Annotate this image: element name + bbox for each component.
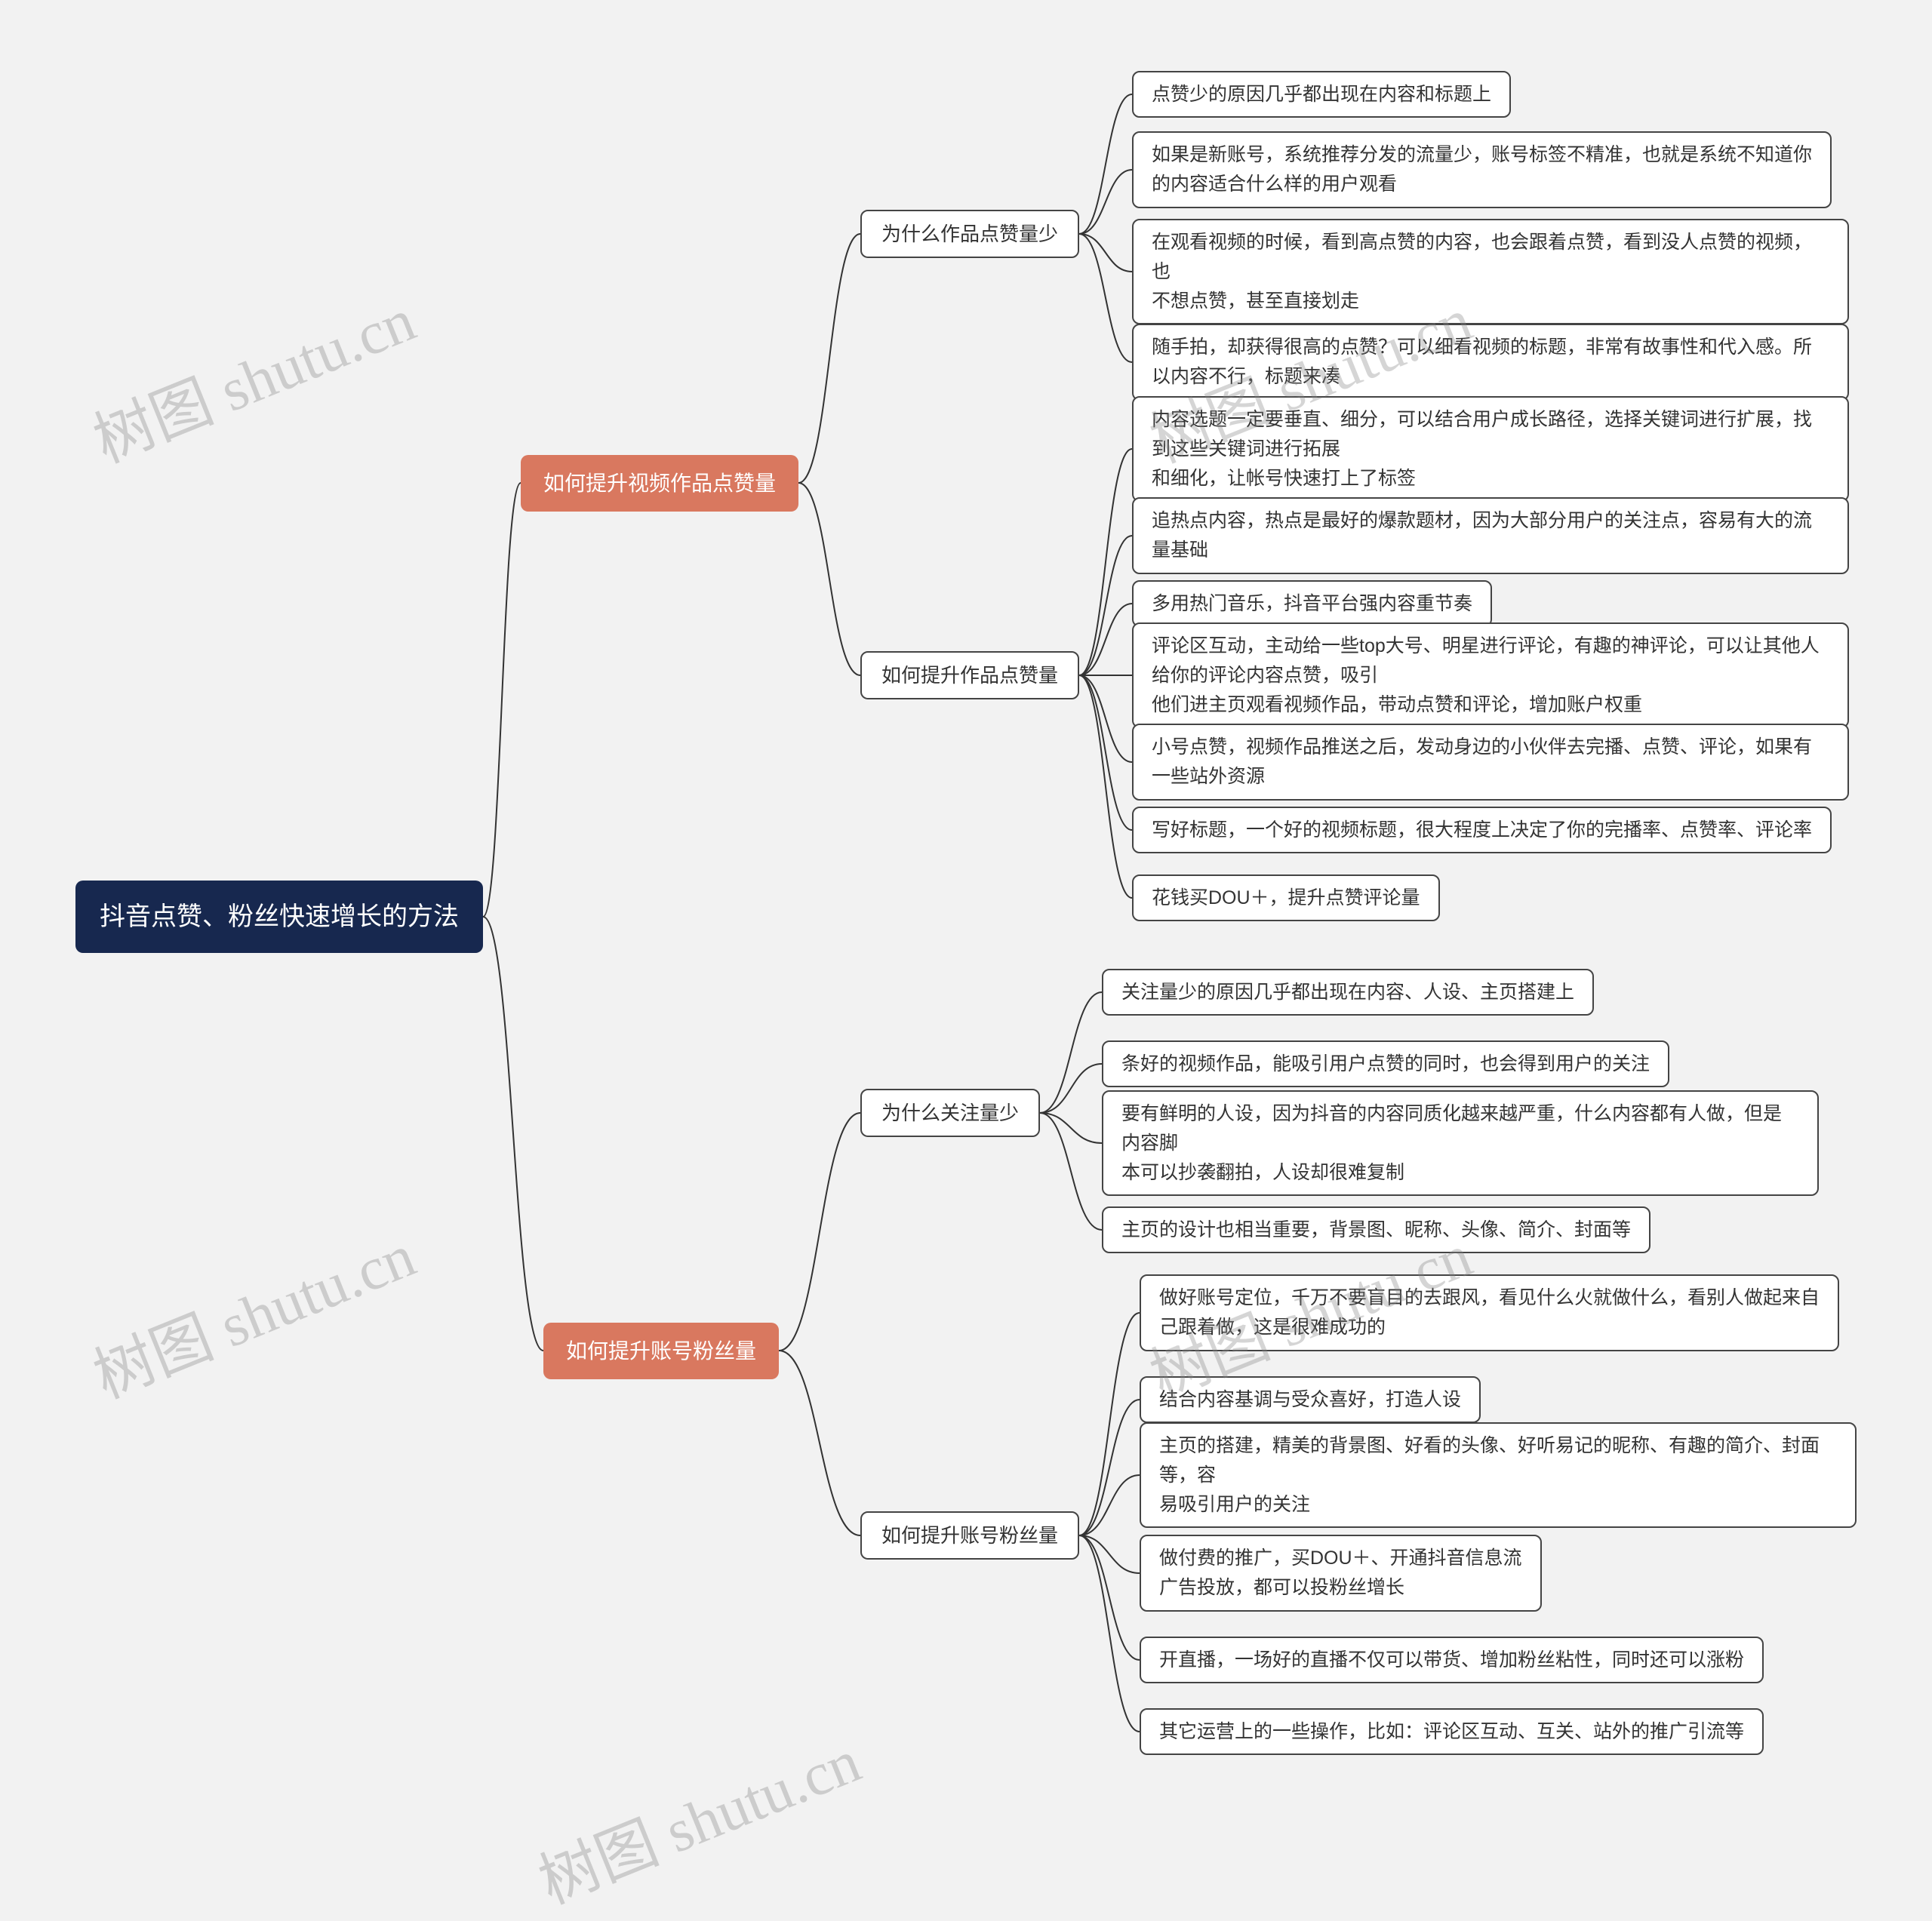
leaf-node: 小号点赞，视频作品推送之后，发动身边的小伙伴去完播、点赞、评论，如果有一些站外资… <box>1132 724 1849 801</box>
branch-node: 如何提升视频作品点赞量 <box>521 455 798 512</box>
sub-node: 为什么作品点赞量少 <box>860 210 1079 258</box>
leaf-node: 多用热门音乐，抖音平台强内容重节奏 <box>1132 580 1492 628</box>
leaf-node: 内容选题一定要垂直、细分，可以结合用户成长路径，选择关键词进行扩展，找到这些关键… <box>1132 396 1849 502</box>
leaf-node: 随手拍，却获得很高的点赞？可以细看视频的标题，非常有故事性和代入感。所以内容不行… <box>1132 324 1849 401</box>
leaf-node: 其它运营上的一些操作，比如：评论区互动、互关、站外的推广引流等 <box>1140 1708 1764 1756</box>
sub-node: 如何提升账号粉丝量 <box>860 1511 1079 1560</box>
leaf-node: 关注量少的原因几乎都出现在内容、人设、主页搭建上 <box>1102 969 1594 1016</box>
root-node: 抖音点赞、粉丝快速增长的方法 <box>75 881 483 954</box>
leaf-node: 主页的设计也相当重要，背景图、昵称、头像、简介、封面等 <box>1102 1206 1651 1254</box>
watermark: 树图 shutu.cn <box>79 1207 426 1415</box>
branch-node: 如何提升账号粉丝量 <box>543 1323 779 1379</box>
watermark: 树图 shutu.cn <box>79 272 426 480</box>
sub-node: 如何提升作品点赞量 <box>860 651 1079 699</box>
leaf-node: 花钱买DOU＋，提升点赞评论量 <box>1132 874 1440 922</box>
leaf-node: 评论区互动，主动给一些top大号、明星进行评论，有趣的神评论，可以让其他人给你的… <box>1132 622 1849 728</box>
leaf-node: 开直播，一场好的直播不仅可以带货、增加粉丝粘性，同时还可以涨粉 <box>1140 1637 1764 1684</box>
leaf-node: 追热点内容，热点是最好的爆款题材，因为大部分用户的关注点，容易有大的流量基础 <box>1132 497 1849 574</box>
leaf-node: 结合内容基调与受众喜好，打造人设 <box>1140 1376 1481 1424</box>
watermark: 树图 shutu.cn <box>525 1713 872 1921</box>
leaf-node: 写好标题，一个好的视频标题，很大程度上决定了你的完播率、点赞率、评论率 <box>1132 807 1832 854</box>
leaf-node: 主页的搭建，精美的背景图、好看的头像、好听易记的昵称、有趣的简介、封面等，容 易… <box>1140 1422 1857 1528</box>
leaf-node: 条好的视频作品，能吸引用户点赞的同时，也会得到用户的关注 <box>1102 1040 1669 1088</box>
leaf-node: 做好账号定位，千万不要盲目的去跟风，看见什么火就做什么，看别人做起来自 己跟着做… <box>1140 1274 1839 1351</box>
sub-node: 为什么关注量少 <box>860 1089 1040 1137</box>
leaf-node: 要有鲜明的人设，因为抖音的内容同质化越来越严重，什么内容都有人做，但是内容脚 本… <box>1102 1090 1819 1196</box>
leaf-node: 点赞少的原因几乎都出现在内容和标题上 <box>1132 71 1511 118</box>
mindmap-canvas: 抖音点赞、粉丝快速增长的方法 如何提升视频作品点赞量 为什么作品点赞量少 点赞少的原因… <box>0 0 1932 1838</box>
leaf-node: 在观看视频的时候，看到高点赞的内容，也会跟着点赞，看到没人点赞的视频，也 不想点… <box>1132 219 1849 324</box>
leaf-node: 如果是新账号，系统推荐分发的流量少，账号标签不精准，也就是系统不知道你 的内容适… <box>1132 131 1832 208</box>
leaf-node: 做付费的推广，买DOU＋、开通抖音信息流 广告投放，都可以投粉丝增长 <box>1140 1535 1542 1612</box>
